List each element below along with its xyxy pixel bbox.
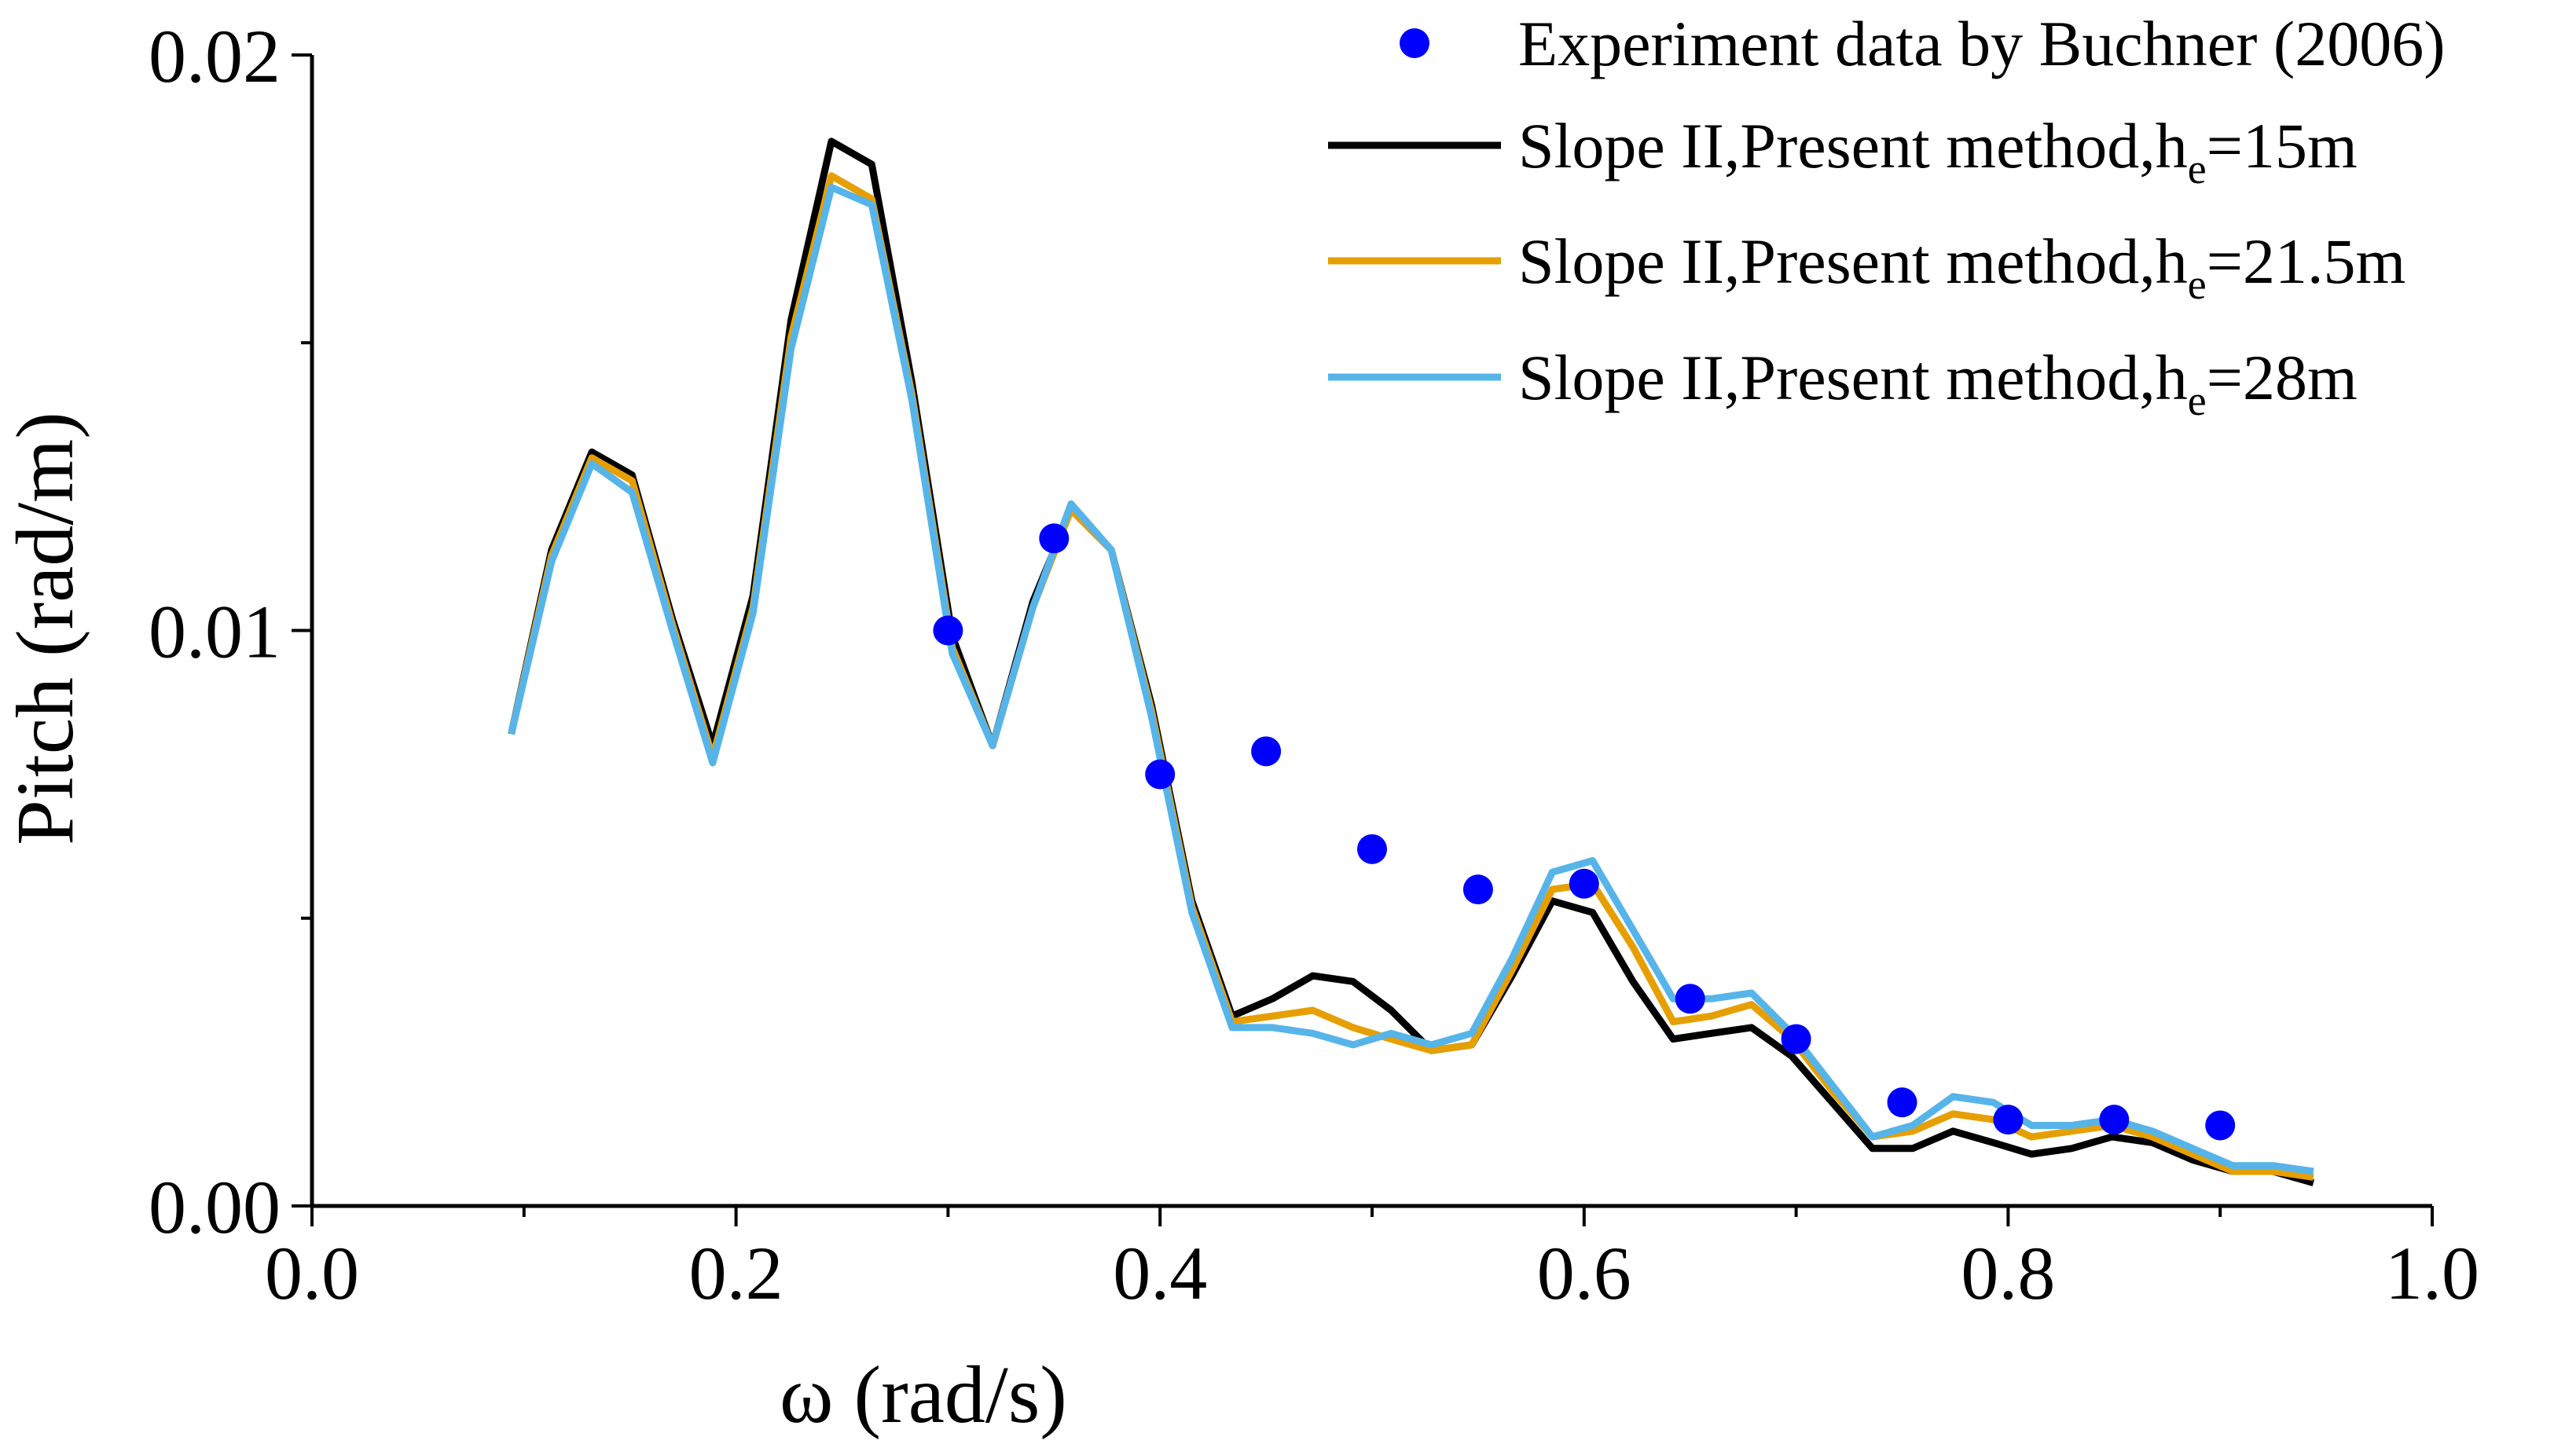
- legend-label: Slope II,Present method,he=15m: [1518, 110, 2358, 192]
- x-tick-label: 0.4: [1113, 1231, 1207, 1315]
- scatter-point: [933, 615, 963, 646]
- axes: 0.0 0.2 0.4 0.6 0.8 1.0 0.00 0.01 0.02: [149, 14, 2479, 1315]
- scatter-point: [1462, 874, 1493, 905]
- legend-item: Experiment data by Buchner (2006): [1400, 8, 2446, 79]
- y-tick-label: 0.00: [149, 1165, 281, 1249]
- legend-item: Slope II,Present method,he=21.5m: [1328, 225, 2405, 308]
- legend: Experiment data by Buchner (2006) Slope I…: [1328, 8, 2446, 424]
- series-3: [508, 184, 2314, 1175]
- scatter-point: [1039, 523, 1070, 554]
- scatter-point: [1887, 1087, 1917, 1118]
- scatter-point: [1251, 736, 1282, 767]
- scatter-point: [1675, 984, 1705, 1014]
- legend-item: Slope II,Present method,he=15m: [1328, 110, 2358, 192]
- scatter-point: [1357, 834, 1387, 864]
- y-tick-label: 0.01: [149, 590, 281, 674]
- legend-item: Slope II,Present method,he=28m: [1328, 342, 2358, 424]
- scatter-point: [1569, 868, 1599, 899]
- y-tick-label: 0.02: [149, 14, 281, 98]
- y-axis-title: Pitch (rad/m): [0, 412, 90, 845]
- legend-label: Slope II,Present method,he=28m: [1518, 342, 2358, 424]
- scatter-point: [1993, 1105, 2024, 1135]
- legend-label: Experiment data by Buchner (2006): [1518, 8, 2446, 79]
- series-line: [508, 184, 2314, 1175]
- scatter-points: [933, 523, 2236, 1141]
- legend-marker: [1400, 28, 1429, 58]
- scatter-point: [1145, 759, 1176, 790]
- scatter-point: [2099, 1105, 2130, 1135]
- x-tick-label: 0.6: [1537, 1231, 1631, 1315]
- x-tick-label: 0.0: [265, 1231, 359, 1315]
- scatter-point: [2205, 1110, 2236, 1141]
- x-tick-label: 0.8: [1961, 1231, 2055, 1315]
- x-tick-label: 0.2: [689, 1231, 783, 1315]
- legend-label: Slope II,Present method,he=21.5m: [1518, 225, 2405, 308]
- series-layer: [508, 137, 2315, 1187]
- x-axis-title: ω (rad/s): [780, 1350, 1067, 1440]
- scatter-point: [1781, 1024, 1811, 1054]
- series-1: [508, 137, 2315, 1187]
- series-line: [508, 137, 2315, 1187]
- x-tick-label: 1.0: [2385, 1231, 2479, 1315]
